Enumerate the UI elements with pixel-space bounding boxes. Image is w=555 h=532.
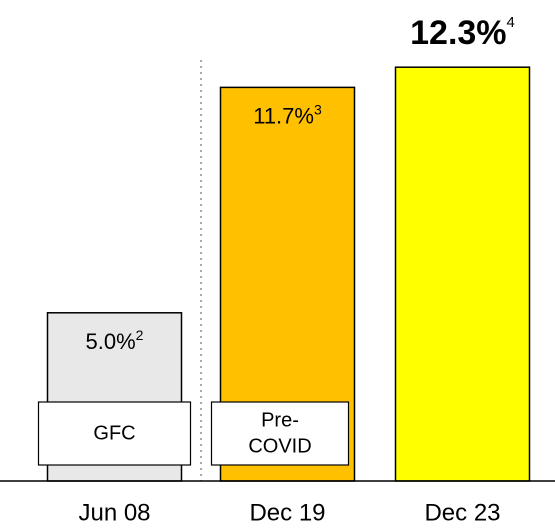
tag-label: GFC xyxy=(93,422,135,444)
value-label-text: 11.7% xyxy=(253,103,314,128)
tag-label: Pre- xyxy=(261,409,299,431)
value-label-text: 12.3% xyxy=(410,14,506,52)
bar xyxy=(394,66,531,482)
x-tick-label: Dec 23 xyxy=(424,499,500,526)
value-label: 5.0%2 xyxy=(86,326,144,353)
value-label-text: 5.0% xyxy=(86,329,136,354)
footnote: 4 xyxy=(507,14,515,31)
x-tick-label: Dec 19 xyxy=(249,499,325,526)
tag-box xyxy=(37,401,192,466)
footnote: 2 xyxy=(136,326,144,342)
footnote: 3 xyxy=(314,101,322,117)
value-label: 11.7%3 xyxy=(253,101,322,128)
tag-label: COVID xyxy=(248,435,311,457)
value-label: 12.3%4 xyxy=(410,14,515,52)
tag-box xyxy=(210,401,350,466)
x-tick-label: Jun 08 xyxy=(78,499,150,526)
